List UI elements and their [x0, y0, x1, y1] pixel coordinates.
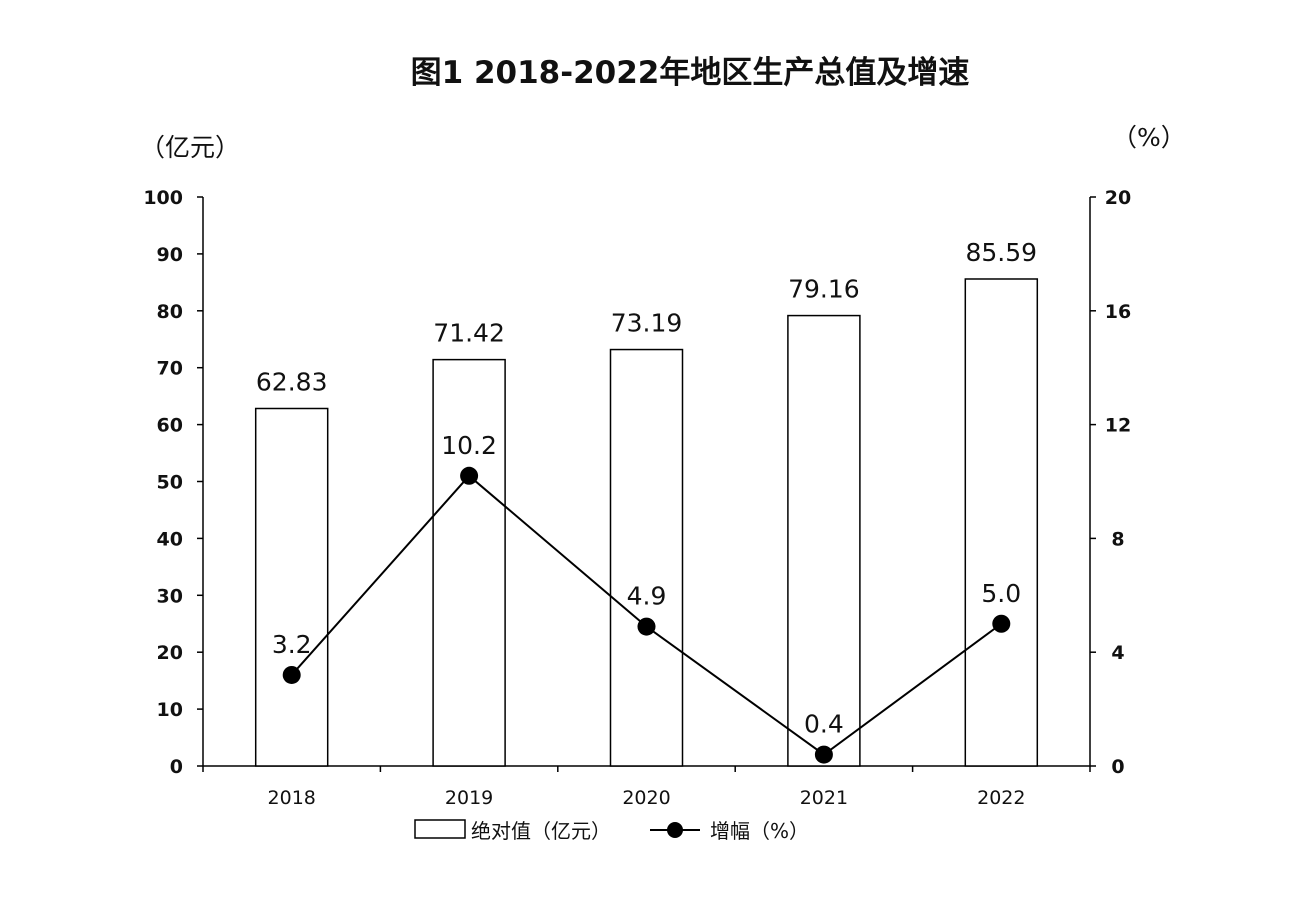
left-tick-label: 60 — [157, 415, 183, 437]
line-data-label: 10.2 — [441, 431, 497, 460]
left-tick-label: 30 — [157, 585, 183, 607]
bar-data-label: 79.16 — [788, 275, 860, 304]
bar-data-label: 85.59 — [966, 238, 1038, 267]
bar — [432, 358, 506, 767]
bar — [787, 314, 861, 767]
bar-data-label: 71.42 — [433, 319, 505, 348]
legend-bar-label: 绝对值（亿元） — [471, 819, 611, 843]
growth-point — [992, 614, 1011, 633]
legend-bar-swatch — [414, 819, 466, 839]
right-tick-label: 8 — [1111, 528, 1124, 550]
right-tick-label: 20 — [1105, 187, 1131, 209]
left-tick-label: 10 — [157, 699, 183, 721]
bar — [609, 348, 684, 767]
x-tick-label: 2022 — [977, 787, 1025, 809]
line-data-label: 4.9 — [627, 582, 667, 611]
legend-line-label: 增幅（%） — [710, 819, 809, 843]
growth-point — [282, 665, 301, 684]
x-tick-label: 2021 — [800, 787, 848, 809]
right-tick-label: 16 — [1105, 301, 1131, 323]
left-tick-label: 70 — [157, 358, 183, 380]
chart-title: 图1 2018-2022年地区生产总值及增速 — [411, 55, 970, 91]
left-tick-label: 20 — [157, 642, 183, 664]
bar-data-label: 62.83 — [256, 367, 328, 396]
bar — [254, 407, 329, 767]
line-data-label: 3.2 — [272, 630, 312, 659]
growth-point — [460, 466, 479, 485]
x-tick-label: 2020 — [622, 787, 670, 809]
left-axis-unit: （亿元） — [140, 133, 240, 162]
right-tick-label: 0 — [1111, 756, 1124, 778]
left-tick-label: 40 — [157, 528, 183, 550]
legend: 绝对值（亿元） 增幅（%） — [414, 819, 809, 843]
left-tick-label: 0 — [170, 756, 183, 778]
right-tick-label: 4 — [1111, 642, 1124, 664]
bar-data-label: 73.19 — [611, 309, 683, 338]
left-tick-label: 100 — [143, 187, 183, 209]
line-data-label: 5.0 — [981, 579, 1021, 608]
left-tick-label: 80 — [157, 301, 183, 323]
left-tick-label: 90 — [157, 244, 183, 266]
right-axis-unit: （%） — [1112, 123, 1186, 152]
x-tick-label: 2019 — [445, 787, 493, 809]
right-tick-label: 12 — [1105, 415, 1131, 437]
line-data-label: 0.4 — [804, 710, 844, 739]
growth-point — [814, 745, 833, 764]
legend-line-marker — [667, 822, 683, 838]
bar — [964, 278, 1039, 767]
x-tick-label: 2018 — [268, 787, 316, 809]
growth-point — [637, 617, 656, 636]
left-tick-label: 50 — [157, 472, 183, 494]
